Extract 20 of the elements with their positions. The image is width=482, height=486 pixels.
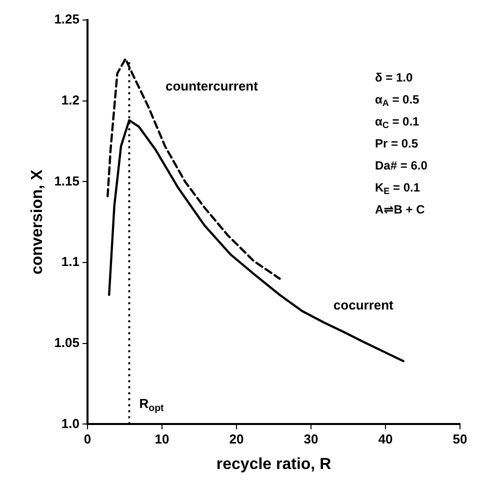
y-tick-label: 1.1 xyxy=(61,254,80,270)
x-tick-label: 40 xyxy=(378,432,393,447)
x-tick-label: 20 xyxy=(229,432,244,447)
series-label: cocurrent xyxy=(333,298,394,313)
series-label: countercurrent xyxy=(165,78,259,94)
y-axis-title: conversion, X xyxy=(29,169,46,275)
annotation: δ = 1.0 xyxy=(375,70,413,84)
annotation: Da# = 6.0 xyxy=(375,158,428,172)
y-tick-label: 1.05 xyxy=(54,334,80,350)
x-axis-title: recycle ratio, R xyxy=(216,456,332,473)
x-tick-label: 30 xyxy=(304,432,318,447)
y-tick-label: 1.2 xyxy=(61,92,80,108)
y-tick-label: 1.0 xyxy=(61,416,80,431)
annotation: A⇌B + C xyxy=(375,202,426,216)
x-tick-label: 10 xyxy=(154,432,170,447)
y-tick-label: 1.25 xyxy=(54,12,80,27)
y-tick-label: 1.15 xyxy=(54,173,80,188)
x-tick-label: 50 xyxy=(452,432,468,447)
x-tick-label: 0 xyxy=(84,432,92,447)
annotation: Pr = 0.5 xyxy=(375,136,418,150)
